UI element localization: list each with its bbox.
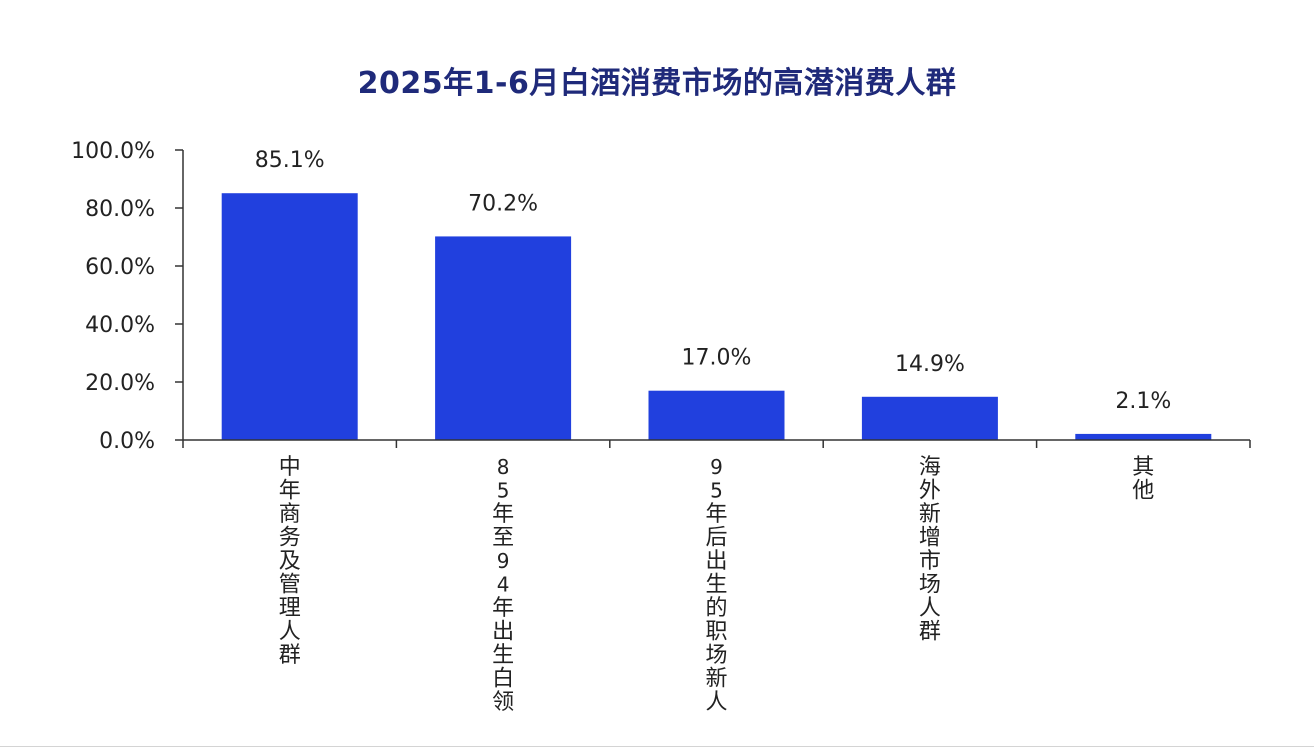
x-tick-label: 其他 [1132, 455, 1154, 504]
y-tick-label: 60.0% [85, 255, 155, 280]
data-label: 70.2% [468, 191, 538, 216]
y-tick-label: 40.0% [85, 313, 155, 338]
bar [221, 193, 358, 440]
bar [648, 390, 785, 440]
x-tick-label: 9 5 年后出生的职场新人 [705, 455, 727, 715]
data-label: 2.1% [1115, 389, 1171, 414]
y-tick-label: 20.0% [85, 371, 155, 396]
data-label: 85.1% [255, 148, 325, 173]
y-tick-label: 100.0% [71, 139, 155, 164]
chart-title: 2025年1-6月白酒消费市场的高潜消费人群 [357, 66, 957, 101]
bar [861, 396, 998, 440]
y-tick-label: 0.0% [99, 429, 155, 454]
data-label: 17.0% [682, 346, 752, 371]
x-tick-label: 中年商务及管理人群 [279, 455, 301, 668]
bar [1075, 433, 1212, 440]
x-tick-label: 海外新增市场人群 [919, 455, 941, 645]
x-tick-label: 8 5 年至 9 4 年出生白领 [492, 455, 514, 715]
data-label: 14.9% [895, 352, 965, 377]
y-tick-label: 80.0% [85, 197, 155, 222]
bar [435, 236, 572, 440]
bottom-divider [0, 746, 1314, 747]
